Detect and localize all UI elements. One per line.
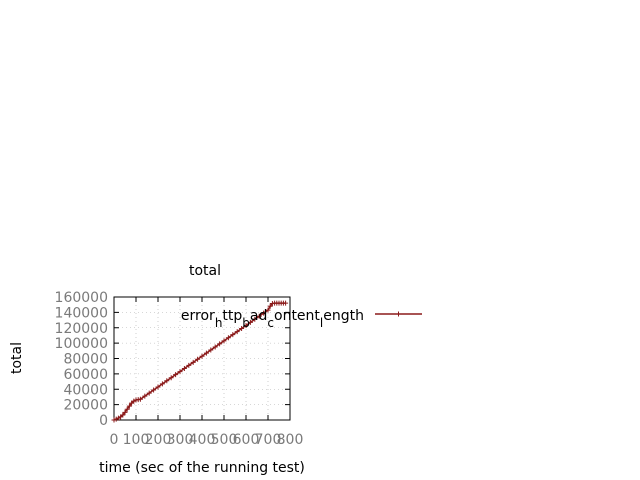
legend-label-part: ad: [250, 308, 267, 324]
x-tick-label: 800: [277, 432, 304, 448]
data-point: [177, 369, 183, 375]
data-point: [225, 335, 231, 341]
data-point: [111, 417, 117, 423]
y-tick-label: 160000: [55, 290, 108, 306]
data-point: [120, 412, 126, 418]
data-point: [126, 403, 132, 409]
x-tick-label: 200: [145, 432, 172, 448]
data-point: [164, 378, 170, 384]
data-point: [142, 393, 148, 399]
axes: 0200004000060000800001000001200001400001…: [55, 290, 304, 448]
y-tick-label: 0: [99, 413, 108, 429]
data-point: [217, 341, 223, 347]
x-tick-label: 600: [233, 432, 260, 448]
data-point: [155, 384, 161, 390]
y-tick-label: 100000: [55, 336, 108, 352]
legend-label-part: ength: [323, 308, 364, 324]
data-point: [122, 409, 128, 415]
x-tick-label: 100: [123, 432, 150, 448]
legend-label-part: ontent: [274, 308, 320, 324]
data-point: [151, 387, 157, 393]
data-point: [190, 359, 196, 365]
data-point: [252, 316, 258, 322]
legend-label-part: ttp: [222, 308, 242, 324]
data-point: [265, 307, 271, 313]
data-point: [195, 356, 201, 362]
data-point: [283, 300, 289, 306]
series-group: [111, 300, 289, 423]
data-point: [186, 362, 192, 368]
data-point: [113, 416, 119, 422]
legend-label-part: l: [320, 316, 323, 330]
x-axis-label: time (sec of the running test): [99, 460, 305, 476]
y-tick-label: 120000: [55, 321, 108, 337]
x-tick-label: 300: [167, 432, 194, 448]
data-point: [124, 406, 130, 412]
data-point: [181, 365, 187, 371]
data-point: [168, 375, 174, 381]
data-point: [243, 322, 249, 328]
chart-title: total: [189, 263, 221, 279]
data-point: [208, 347, 214, 353]
legend: errorhttpbadcontentlength: [181, 308, 422, 330]
data-point: [173, 372, 179, 378]
data-point: [239, 326, 245, 332]
legend-swatch-marker: [396, 311, 401, 317]
data-point: [212, 344, 218, 350]
data-point: [230, 332, 236, 338]
data-point: [137, 396, 143, 402]
x-tick-label: 0: [110, 432, 119, 448]
legend-label-part: c: [267, 316, 274, 330]
legend-label: errorhttpbadcontentlength: [181, 308, 364, 330]
data-point: [199, 353, 205, 359]
y-tick-label: 20000: [63, 398, 108, 414]
y-tick-label: 40000: [63, 382, 108, 398]
x-tick-label: 500: [211, 432, 238, 448]
legend-label-part: h: [215, 316, 223, 330]
y-tick-label: 80000: [63, 352, 108, 368]
y-tick-label: 140000: [55, 305, 108, 321]
legend-label-part: error: [181, 308, 215, 324]
data-point: [221, 338, 227, 344]
legend-label-part: b: [242, 316, 250, 330]
data-point: [203, 350, 209, 356]
data-point: [131, 398, 137, 404]
data-point: [256, 313, 262, 319]
data-point: [247, 319, 253, 325]
y-tick-label: 60000: [63, 367, 108, 383]
data-point: [234, 329, 240, 335]
x-tick-label: 400: [189, 432, 216, 448]
data-point: [261, 310, 267, 316]
x-tick-label: 700: [255, 432, 282, 448]
data-point: [159, 381, 165, 387]
data-point: [267, 303, 273, 309]
y-axis-label: total: [9, 342, 25, 374]
data-point: [146, 390, 152, 396]
data-point: [115, 415, 121, 421]
